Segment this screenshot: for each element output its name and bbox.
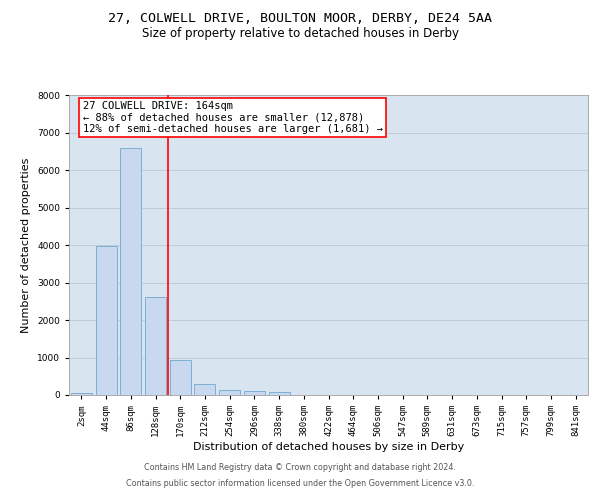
- Bar: [170, 360, 191, 395]
- Bar: [219, 390, 240, 395]
- Bar: [120, 148, 141, 395]
- Bar: [244, 390, 265, 395]
- Text: Contains public sector information licensed under the Open Government Licence v3: Contains public sector information licen…: [126, 478, 474, 488]
- Bar: [269, 392, 290, 395]
- Bar: [95, 246, 116, 395]
- Text: 27, COLWELL DRIVE, BOULTON MOOR, DERBY, DE24 5AA: 27, COLWELL DRIVE, BOULTON MOOR, DERBY, …: [108, 12, 492, 26]
- X-axis label: Distribution of detached houses by size in Derby: Distribution of detached houses by size …: [193, 442, 464, 452]
- Bar: [71, 393, 92, 395]
- Bar: [194, 384, 215, 395]
- Text: Contains HM Land Registry data © Crown copyright and database right 2024.: Contains HM Land Registry data © Crown c…: [144, 464, 456, 472]
- Bar: [145, 297, 166, 395]
- Text: Size of property relative to detached houses in Derby: Size of property relative to detached ho…: [142, 28, 458, 40]
- Y-axis label: Number of detached properties: Number of detached properties: [22, 158, 31, 332]
- Text: 27 COLWELL DRIVE: 164sqm
← 88% of detached houses are smaller (12,878)
12% of se: 27 COLWELL DRIVE: 164sqm ← 88% of detach…: [83, 100, 383, 134]
